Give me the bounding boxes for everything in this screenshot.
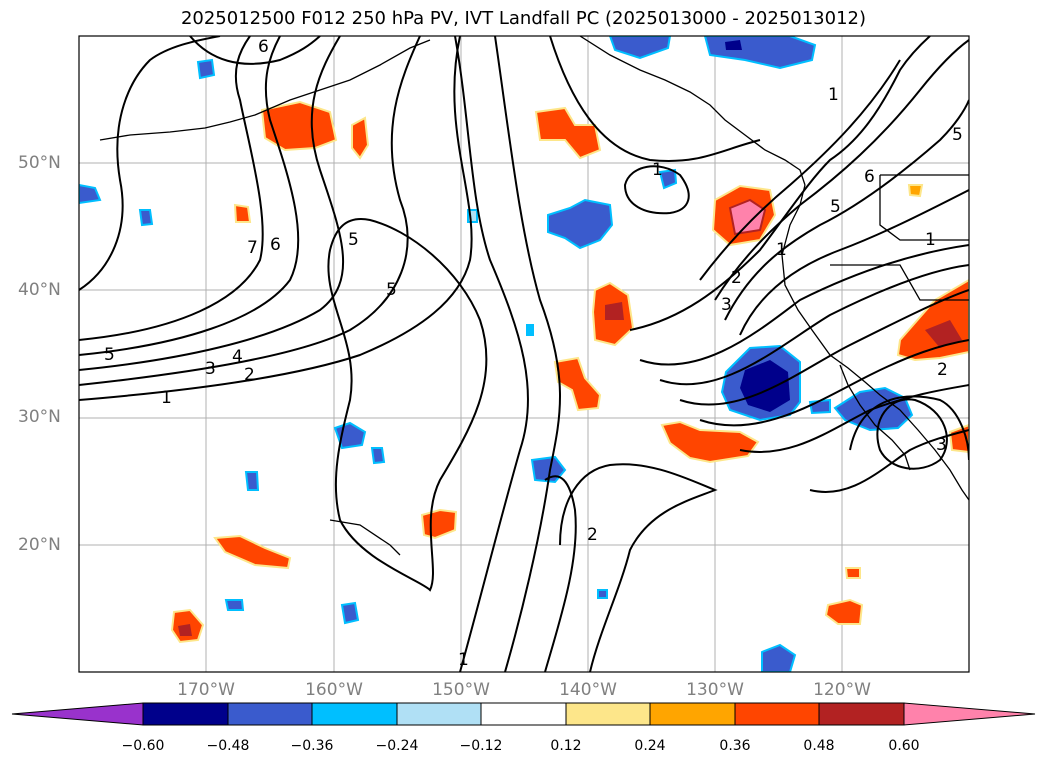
lat-label-40n: 40°N [18, 280, 61, 300]
svg-text:4: 4 [232, 347, 243, 367]
colorbar-tick: 0.48 [803, 738, 835, 754]
colorbar [11, 702, 1036, 726]
svg-text:1: 1 [161, 388, 172, 408]
svg-text:2: 2 [937, 360, 948, 380]
colorbar-tick: −0.60 [121, 738, 165, 754]
lat-label-20n: 20°N [18, 535, 61, 555]
svg-text:6: 6 [864, 167, 875, 187]
svg-text:2: 2 [731, 268, 742, 288]
pv-contours [79, 36, 969, 672]
colorbar-tick: 0.60 [888, 738, 920, 754]
svg-text:6: 6 [270, 235, 281, 255]
colorbar-tick: −0.36 [290, 738, 334, 754]
colorbar-tick: 0.36 [719, 738, 751, 754]
svg-text:1: 1 [828, 85, 839, 105]
svg-text:5: 5 [830, 197, 841, 217]
svg-text:2: 2 [244, 365, 255, 385]
lon-label-150w: 150°W [432, 680, 490, 700]
colorbar-tick: 0.12 [550, 738, 582, 754]
colorbar-tick: 0.24 [634, 738, 666, 754]
lat-label-30n: 30°N [18, 407, 61, 427]
svg-text:5: 5 [348, 230, 359, 250]
map-area[interactable] [79, 36, 969, 672]
svg-text:1: 1 [652, 160, 663, 180]
colorbar-extend-max [903, 702, 1036, 726]
lon-label-120w: 120°W [813, 680, 871, 700]
contour-labels: 6 7 6 5 5 5 4 3 2 1 1 1 2 3 5 6 1 1 5 2 … [104, 37, 963, 670]
svg-text:1: 1 [776, 240, 787, 260]
colorbar-tick: −0.24 [375, 738, 419, 754]
lon-label-130w: 130°W [686, 680, 744, 700]
positive-pv-blobs [170, 100, 969, 644]
svg-text:6: 6 [258, 37, 269, 57]
lon-label-170w: 170°W [177, 680, 235, 700]
svg-text:2: 2 [587, 525, 598, 545]
svg-text:5: 5 [104, 345, 115, 365]
svg-text:3: 3 [205, 359, 216, 379]
colorbar-tick: −0.12 [459, 738, 503, 754]
lat-label-50n: 50°N [18, 153, 61, 173]
svg-text:7: 7 [247, 238, 258, 258]
coastlines [99, 36, 969, 556]
svg-text:3: 3 [936, 435, 947, 455]
colorbar-tick: −0.48 [206, 738, 250, 754]
svg-text:1: 1 [458, 650, 469, 670]
lon-label-160w: 160°W [305, 680, 363, 700]
map-title: 2025012500 F012 250 hPa PV, IVT Landfall… [180, 8, 867, 29]
lon-label-140w: 140°W [559, 680, 617, 700]
svg-text:5: 5 [952, 125, 963, 145]
svg-text:5: 5 [386, 280, 397, 300]
map-frame [78, 35, 970, 673]
svg-text:1: 1 [925, 230, 936, 250]
svg-text:3: 3 [721, 295, 732, 315]
colorbar-extend-min [11, 702, 144, 726]
